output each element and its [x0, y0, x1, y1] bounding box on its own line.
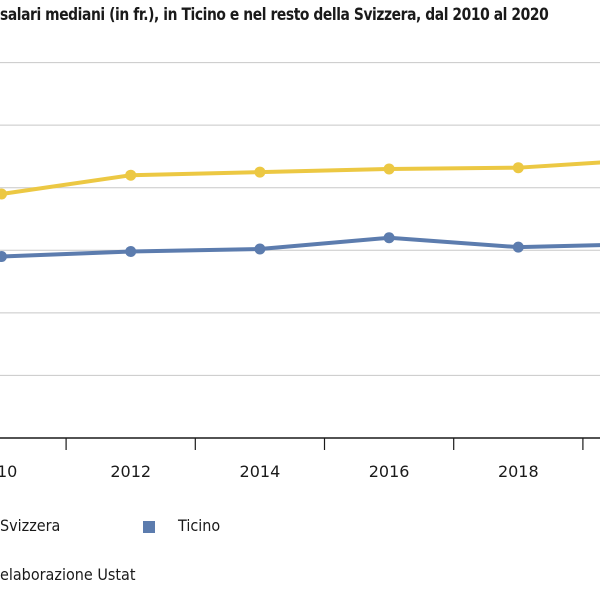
series-layer — [0, 160, 600, 263]
chart-title: salari mediani (in fr.), in Ticino e nel… — [0, 5, 549, 24]
data-point-ticino — [254, 243, 266, 255]
x-axis: 10 2012 2014 2016 2018 — [0, 437, 600, 481]
source-note: elaborazione Ustat — [0, 565, 136, 584]
legend-marker-ticino — [143, 521, 155, 533]
series-line-svizzera — [0, 160, 600, 196]
x-tick-label: 2012 — [110, 462, 151, 481]
data-point-ticino — [125, 246, 137, 258]
series-line-ticino — [0, 235, 600, 259]
data-point-svizzera — [254, 166, 266, 178]
data-point-svizzera — [512, 162, 524, 174]
x-tick-label: 2018 — [498, 462, 539, 481]
x-tick-label: 2014 — [240, 462, 281, 481]
grid-lines — [0, 62, 600, 376]
data-point-svizzera — [383, 163, 395, 175]
data-point-ticino — [383, 232, 395, 244]
data-point-svizzera — [125, 169, 137, 181]
legend-label-svizzera: Svizzera — [0, 516, 61, 535]
x-tick-label: 10 — [0, 462, 17, 481]
legend-label-ticino: Ticino — [178, 516, 221, 535]
data-point-ticino — [512, 241, 524, 253]
data-point-ticino — [0, 251, 7, 263]
data-point-svizzera — [0, 188, 7, 200]
x-tick-label: 2016 — [369, 462, 410, 481]
